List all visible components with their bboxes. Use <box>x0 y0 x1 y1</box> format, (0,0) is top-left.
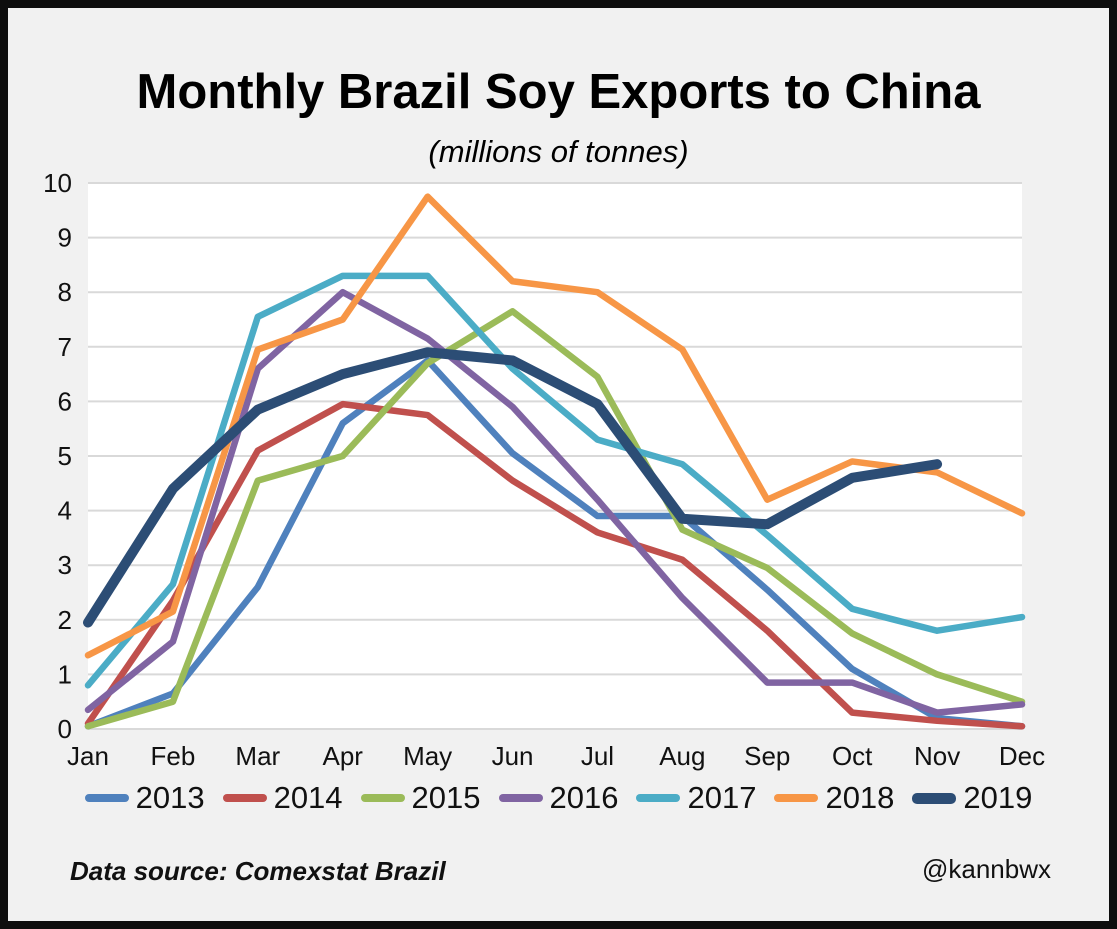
y-tick-label-1: 1 <box>58 659 72 689</box>
legend-label-2017: 2017 <box>687 780 757 815</box>
x-tick-label-sep: Sep <box>744 741 790 771</box>
x-tick-label-may: May <box>403 741 452 771</box>
y-tick-label-10: 10 <box>43 168 72 198</box>
y-tick-label-5: 5 <box>58 441 72 471</box>
legend-swatch-2013 <box>84 794 129 802</box>
series-line-2014 <box>84 400 1026 730</box>
chart-title: Monthly Brazil Soy Exports to China <box>136 65 981 119</box>
y-tick-label-2: 2 <box>58 605 72 635</box>
series-line-2015 <box>84 308 1026 730</box>
y-tick-label-8: 8 <box>58 277 72 307</box>
y-tick-label-6: 6 <box>58 386 72 416</box>
line-chart: 0 1 2 3 4 5 6 7 8 9 10 Jan Feb Mar Apr May Jun Jul Aug Sep O… <box>43 168 1045 771</box>
legend-swatch-2014 <box>222 794 267 802</box>
y-tick-label-3: 3 <box>58 550 72 580</box>
x-tick-label-jan: Jan <box>67 741 109 771</box>
legend-label-2019: 2019 <box>963 780 1033 815</box>
x-tick-label-jul: Jul <box>581 741 614 771</box>
series-line-2019 <box>83 347 943 628</box>
series-line-2013 <box>84 357 1026 730</box>
legend-label-2015: 2015 <box>411 780 481 815</box>
legend-swatch-2017 <box>636 794 681 802</box>
legend-item-2018: 2018 <box>774 780 894 816</box>
legend-label-2018: 2018 <box>825 780 895 815</box>
legend-swatch-2015 <box>360 794 405 802</box>
legend-item-2014: 2014 <box>222 780 343 816</box>
series-line-2017 <box>84 272 1026 689</box>
y-tick-label-0: 0 <box>58 714 72 744</box>
chart-canvas: Monthly Brazil Soy Exports to China (mil… <box>8 8 1109 921</box>
legend-label-2016: 2016 <box>549 780 619 815</box>
legend-label-2014: 2014 <box>273 780 343 815</box>
y-tick-label-9: 9 <box>58 223 72 253</box>
series-line-2018 <box>84 193 1026 659</box>
x-tick-label-mar: Mar <box>235 741 280 771</box>
x-tick-label-jun: Jun <box>492 741 534 771</box>
x-tick-label-dec: Dec <box>999 741 1045 771</box>
y-tick-label-4: 4 <box>58 496 72 526</box>
x-tick-label-oct: Oct <box>832 741 873 771</box>
series-line-2016 <box>84 288 1026 716</box>
legend-swatch-2019 <box>912 792 957 804</box>
x-tick-label-feb: Feb <box>151 741 196 771</box>
legend-item-2016: 2016 <box>498 780 619 816</box>
watermark-handle: @kannbwx <box>921 854 1051 884</box>
chart-legend: 2013 2014 2015 2016 2017 2018 2019 <box>8 780 1109 816</box>
legend-swatch-2016 <box>498 794 543 802</box>
x-tick-label-aug: Aug <box>659 741 705 771</box>
legend-item-2015: 2015 <box>360 780 481 816</box>
legend-swatch-2018 <box>774 794 819 802</box>
legend-item-2019: 2019 <box>912 780 1032 816</box>
legend-item-2013: 2013 <box>84 780 205 816</box>
y-tick-label-7: 7 <box>58 332 72 362</box>
x-tick-label-nov: Nov <box>914 741 960 771</box>
legend-item-2017: 2017 <box>636 780 756 816</box>
legend-label-2013: 2013 <box>135 780 205 815</box>
x-tick-label-apr: Apr <box>322 741 363 771</box>
data-source-note: Data source: Comexstat Brazil <box>70 856 446 886</box>
chart-subtitle: (millions of tonnes) <box>428 134 689 169</box>
